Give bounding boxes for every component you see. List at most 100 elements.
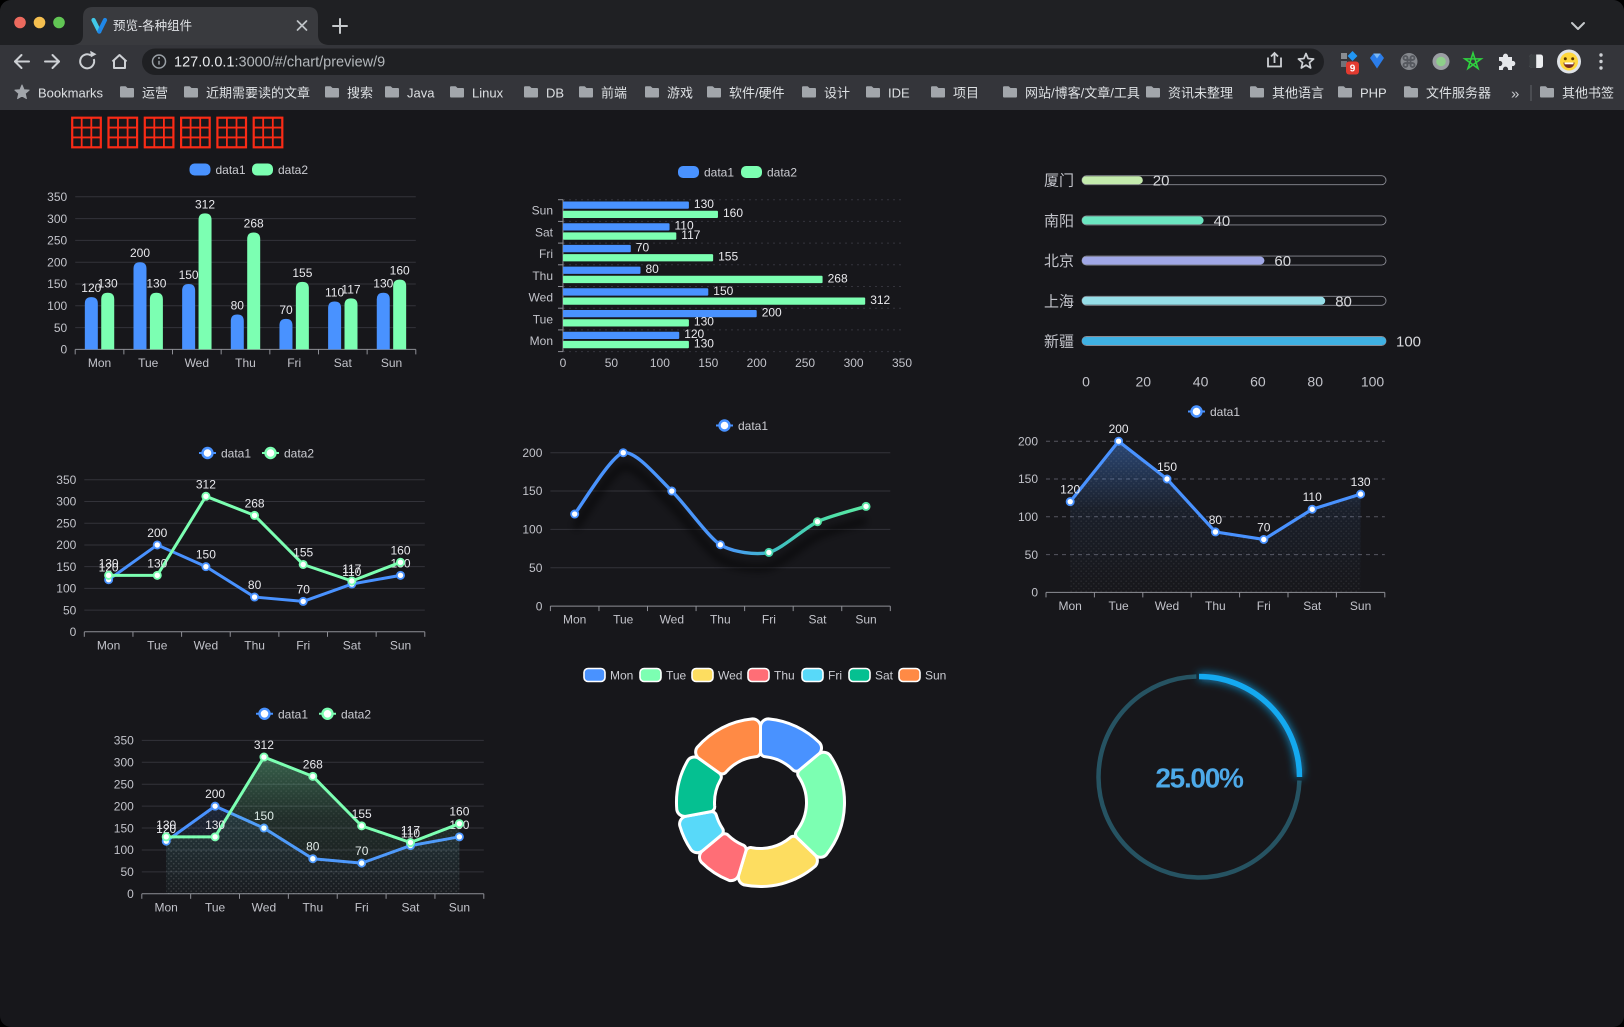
svg-text:data1: data1 (738, 419, 768, 433)
svg-text:软件/硬件: 软件/硬件 (729, 86, 785, 101)
svg-text:150: 150 (47, 277, 67, 291)
svg-text:Fri: Fri (296, 638, 310, 652)
svg-text:117: 117 (342, 562, 361, 576)
svg-text:Fri: Fri (762, 613, 776, 627)
svg-text:117: 117 (341, 282, 360, 296)
svg-text:Mon: Mon (530, 334, 553, 348)
svg-text:Wed: Wed (252, 900, 276, 914)
svg-text:50: 50 (120, 865, 134, 879)
svg-text:data2: data2 (278, 163, 308, 177)
svg-text:Fri: Fri (828, 669, 842, 683)
svg-text:155: 155 (352, 807, 372, 821)
svg-text:Bookmarks: Bookmarks (38, 86, 104, 101)
svg-text:80: 80 (1307, 374, 1323, 390)
svg-text:前端: 前端 (601, 86, 627, 101)
svg-text:160: 160 (449, 805, 469, 819)
svg-text:Wed: Wed (194, 638, 218, 652)
svg-text:155: 155 (293, 546, 313, 560)
svg-text:80: 80 (646, 262, 660, 276)
svg-text:200: 200 (762, 306, 782, 320)
svg-text:新疆: 新疆 (1044, 334, 1074, 351)
svg-text:130: 130 (694, 197, 714, 211)
svg-text:Mon: Mon (563, 613, 586, 627)
svg-text:Mon: Mon (1059, 599, 1082, 613)
svg-text:20: 20 (1136, 374, 1152, 390)
svg-text:200: 200 (56, 538, 76, 552)
svg-text:155: 155 (718, 250, 738, 264)
svg-text:data1: data1 (1210, 405, 1240, 419)
svg-text:110: 110 (675, 219, 694, 233)
svg-text:80: 80 (1335, 293, 1352, 310)
svg-text:200: 200 (130, 246, 150, 260)
svg-text:80: 80 (1209, 513, 1223, 527)
svg-text:150: 150 (196, 548, 216, 562)
svg-text:100: 100 (56, 582, 76, 596)
svg-text:Sun: Sun (855, 613, 876, 627)
svg-text:130: 130 (147, 556, 167, 570)
svg-text:游戏: 游戏 (667, 86, 693, 101)
svg-text:9: 9 (1350, 64, 1356, 75)
svg-text:Tue: Tue (613, 613, 634, 627)
svg-text:PHP: PHP (1360, 86, 1387, 101)
svg-text:200: 200 (1109, 422, 1129, 436)
svg-text:40: 40 (1193, 374, 1209, 390)
svg-text:data2: data2 (284, 447, 314, 461)
svg-text:150: 150 (1157, 460, 1177, 474)
svg-text:268: 268 (303, 757, 323, 771)
svg-text:0: 0 (61, 343, 68, 357)
svg-text:50: 50 (54, 321, 68, 335)
svg-text:160: 160 (390, 543, 410, 557)
svg-text:Fri: Fri (1257, 599, 1271, 613)
svg-text:120: 120 (156, 822, 176, 836)
svg-text:设计: 设计 (824, 86, 850, 101)
svg-text:南阳: 南阳 (1044, 213, 1074, 230)
svg-text:Thu: Thu (774, 669, 795, 683)
svg-text:312: 312 (196, 477, 216, 491)
svg-text:50: 50 (63, 603, 77, 617)
svg-text:80: 80 (248, 578, 262, 592)
svg-text:300: 300 (47, 212, 67, 226)
svg-text:268: 268 (828, 271, 848, 285)
svg-text:资讯未整理: 资讯未整理 (1168, 86, 1233, 101)
svg-text:Tue: Tue (666, 669, 687, 683)
svg-text:120: 120 (99, 561, 119, 575)
svg-text:350: 350 (114, 734, 134, 748)
svg-text:Wed: Wed (718, 669, 742, 683)
svg-text:120: 120 (81, 281, 101, 295)
svg-text:Tue: Tue (205, 900, 226, 914)
svg-text:100: 100 (47, 299, 67, 313)
svg-text:Fri: Fri (539, 247, 553, 261)
svg-text:268: 268 (245, 496, 265, 510)
svg-text:127.0.0.1:3000/#/chart/preview: 127.0.0.1:3000/#/chart/preview/9 (174, 55, 385, 71)
svg-text:Sat: Sat (535, 225, 554, 239)
svg-text:Thu: Thu (302, 900, 323, 914)
svg-text:70: 70 (1257, 521, 1271, 535)
svg-text:data2: data2 (767, 166, 797, 180)
svg-text:150: 150 (114, 821, 134, 835)
svg-text:150: 150 (713, 284, 733, 298)
svg-text:20: 20 (1153, 173, 1170, 190)
svg-text:文件服务器: 文件服务器 (1426, 86, 1491, 101)
svg-text:250: 250 (56, 516, 76, 530)
svg-text:Thu: Thu (235, 356, 256, 370)
svg-text:150: 150 (56, 560, 76, 574)
svg-text:data1: data1 (704, 166, 734, 180)
svg-text:Sat: Sat (1303, 599, 1322, 613)
svg-text:Sat: Sat (875, 669, 894, 683)
svg-text:Sun: Sun (390, 638, 411, 652)
svg-text:120: 120 (1060, 483, 1080, 497)
svg-text:网站/博客/文章/工具: 网站/博客/文章/工具 (1025, 86, 1140, 101)
svg-text:100: 100 (522, 523, 542, 537)
svg-text:40: 40 (1214, 213, 1231, 230)
svg-text:130: 130 (373, 277, 393, 291)
svg-text:80: 80 (231, 299, 245, 313)
svg-text:300: 300 (114, 756, 134, 770)
svg-text:厦门: 厦门 (1044, 173, 1074, 190)
svg-text:Mon: Mon (610, 669, 633, 683)
svg-text:上海: 上海 (1044, 293, 1074, 310)
svg-text:Tue: Tue (1108, 599, 1129, 613)
svg-text:250: 250 (114, 777, 134, 791)
svg-text:312: 312 (195, 197, 215, 211)
svg-text:Thu: Thu (1205, 599, 1226, 613)
svg-text:运营: 运营 (142, 86, 168, 101)
